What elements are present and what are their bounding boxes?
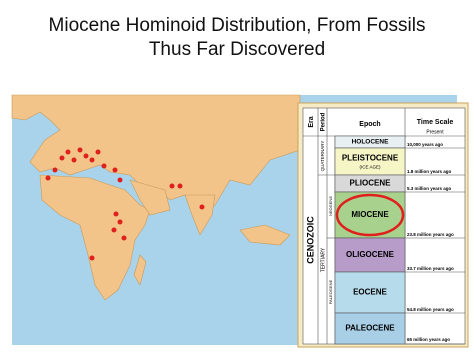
time-label: 54.8 million years ago [407,307,454,312]
fossil-site [89,157,95,163]
time-label: 1.8 million years ago [407,169,452,174]
subperiod-label: PALEOGENE [328,279,333,304]
fossil-site [52,167,58,173]
epoch-note: (ICE AGE) [359,165,381,170]
time-label: 10,000 years ago [407,142,443,147]
fossil-site [111,227,117,233]
epoch-cell [334,271,406,314]
fossil-site [83,153,89,159]
era-label: CENOZOIC [305,216,315,264]
epoch-name: PALEOCENE [345,324,395,333]
epoch-cell [334,147,406,176]
epoch-name: PLIOCENE [350,179,392,188]
fossil-site [199,204,205,210]
slide-title: Miocene Hominoid Distribution, From Foss… [0,14,474,62]
header-epoch: Epoch [359,121,380,128]
islands [239,224,291,246]
fossil-site [101,163,107,169]
fossil-site [59,155,65,161]
epoch-cell [334,312,406,345]
time-label: 5.3 million years ago [407,186,452,191]
epoch-cell [334,237,406,273]
fossil-site [117,177,123,183]
madagascar [133,254,147,286]
header-time-scale: Time Scale [417,119,454,126]
header-period: Period [321,112,327,131]
fossil-sites [45,147,205,261]
epoch-name: PLEISTOCENE [342,154,399,163]
fossil-site [117,219,123,225]
arabia [129,179,171,216]
fossil-site [121,235,127,241]
fossil-site [89,255,95,261]
fossil-site [177,183,183,189]
fossil-site [71,157,77,163]
period-label: QUATERNARY [320,141,325,172]
epoch-name: OLIGOCENE [346,250,395,259]
epoch-name: MIOCENE [351,210,389,219]
africa [39,174,151,301]
highlight-circle [335,193,405,237]
eurasia [11,94,301,216]
india [184,194,216,236]
title-line: Miocene Hominoid Distribution, From Foss… [48,15,426,36]
fossil-site [112,167,118,173]
present-label: Present [426,129,444,135]
epoch-name: HOLOCENE [352,139,390,146]
time-label: 65 million years ago [407,337,450,342]
epoch-rows: HOLOCENE 10,000 years ago PLEISTOCENE (ICE … [334,135,465,345]
header-era: Era [308,116,315,127]
period-label: TERTIARY [320,247,326,272]
fossil-site [169,183,175,189]
fossil-site [77,147,83,153]
fossil-site [65,149,71,155]
subperiod-label: NEOGENE [328,196,333,216]
timescale-table: Era Period Epoch Time Scale Present CENO… [297,102,469,348]
time-label: 33.7 million years ago [407,266,454,271]
fossil-site [113,211,119,217]
epoch-name: EOCENE [353,288,387,297]
fossil-site [95,149,101,155]
title-line: Thus Far Discovered [148,39,326,60]
fossil-site [45,175,51,181]
time-label: 23.8 million years ago [407,232,454,237]
